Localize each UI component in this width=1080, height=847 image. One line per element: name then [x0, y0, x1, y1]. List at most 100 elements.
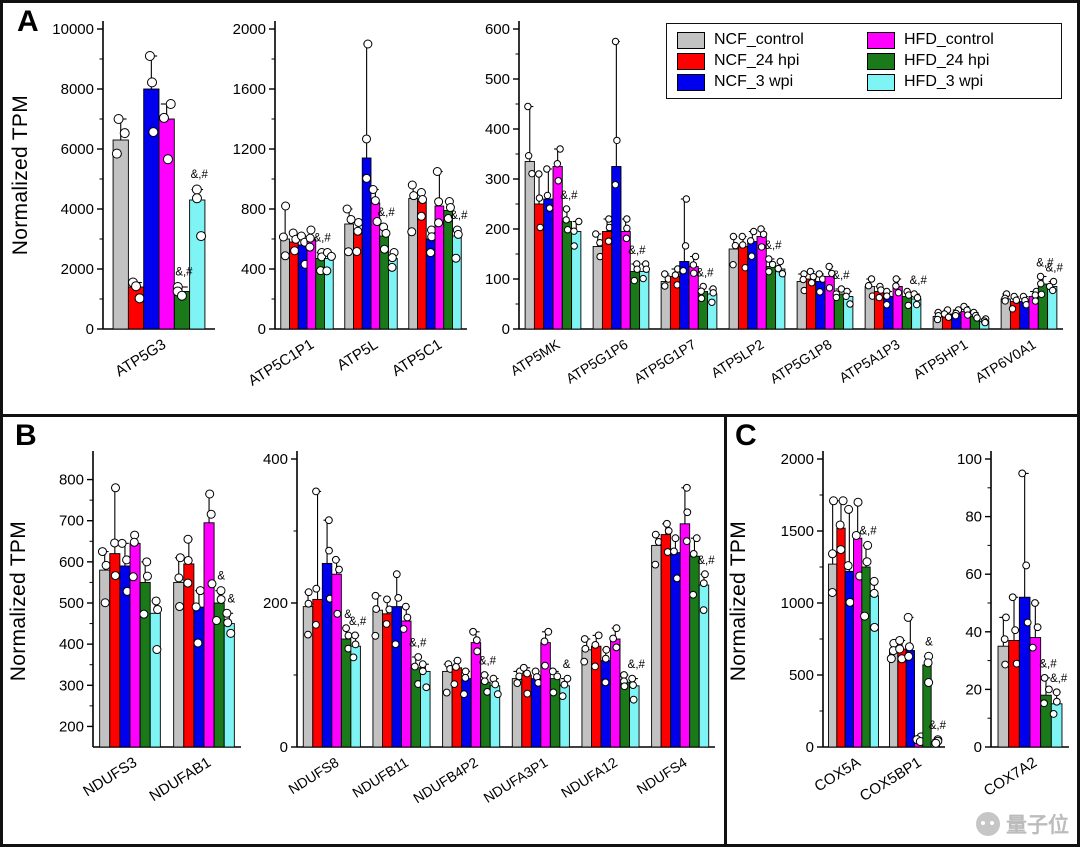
data-point: [346, 214, 356, 224]
chart-svg: 200 300 400 500 600 700 800 NDUFS3 NDUFAB1 &&: [59, 451, 241, 805]
watermark-text: 量子位: [1006, 814, 1069, 837]
data-point: [349, 653, 358, 662]
data-point: [838, 496, 848, 506]
category-label: NDUFS8: [285, 754, 341, 797]
data-point: [426, 248, 436, 258]
data-point: [591, 640, 600, 649]
data-point: [278, 232, 288, 242]
significance-annotation: &,#: [628, 245, 646, 257]
data-point: [611, 37, 620, 46]
data-point: [100, 598, 110, 608]
y-tick-label: 500: [485, 71, 510, 88]
data-point: [409, 191, 419, 201]
bar-hfd-control: [610, 638, 621, 748]
data-point: [153, 604, 163, 614]
data-point: [827, 549, 837, 559]
data-point: [461, 667, 470, 676]
data-point: [765, 267, 773, 276]
bar-hfd-24-hpi: [549, 678, 561, 748]
y-tick-label: 400: [263, 451, 288, 468]
data-point: [903, 612, 913, 622]
data-point: [401, 602, 410, 611]
bar-ncf-3-wpi: [193, 606, 205, 748]
y-tick-label: 0: [806, 739, 814, 756]
data-point: [842, 292, 850, 300]
legend-item-ncf-control: NCF_control: [677, 31, 861, 49]
legend-swatch: [867, 31, 895, 49]
data-point: [97, 547, 107, 557]
significance-annotation: &: [925, 636, 933, 648]
data-point: [682, 195, 691, 203]
bar-ncf-3-wpi: [143, 88, 160, 330]
data-point: [205, 489, 215, 499]
bar-ncf-24-hpi: [183, 563, 195, 748]
data-point: [142, 557, 152, 567]
data-point: [620, 682, 629, 691]
category-label: NDUFS4: [634, 754, 690, 797]
data-point: [1011, 626, 1020, 635]
data-point: [351, 631, 359, 640]
bar-hfd-24-hpi: [561, 221, 573, 330]
data-point: [162, 154, 173, 165]
data-point: [524, 152, 533, 160]
data-point: [342, 204, 352, 214]
data-point: [904, 651, 914, 661]
data-point: [623, 215, 631, 223]
data-point: [158, 112, 169, 123]
y-tick-label: 4000: [61, 201, 94, 218]
data-point: [460, 690, 468, 699]
bar-hfd-3-wpi: [223, 623, 235, 748]
y-tick-label: 100: [485, 271, 510, 288]
data-point: [553, 672, 562, 681]
data-point: [312, 620, 320, 629]
data-point: [691, 252, 700, 261]
data-point: [331, 555, 340, 564]
bar-ncf-24-hpi: [533, 203, 545, 330]
data-point: [450, 680, 459, 689]
bar-ncf-3-wpi: [611, 166, 622, 330]
bar-ncf-24-hpi: [601, 231, 613, 330]
data-point: [129, 537, 139, 547]
data-point: [113, 114, 124, 124]
data-point: [892, 282, 900, 290]
panel-b: B Normalized TPM 200 300 400 500 600 700 800 ND…: [3, 417, 727, 844]
data-point: [111, 483, 121, 493]
data-point: [682, 483, 691, 492]
data-point: [1000, 635, 1009, 644]
data-point: [904, 301, 913, 310]
data-point: [602, 645, 611, 654]
bar-ncf-3-wpi: [530, 678, 542, 748]
data-point: [371, 591, 380, 600]
y-tick-label: 100: [957, 451, 982, 468]
category-label: ATP5A1P3: [836, 336, 903, 386]
y-tick-label: 200: [485, 221, 510, 238]
data-point: [670, 547, 678, 556]
data-point: [335, 565, 343, 574]
data-point: [699, 579, 708, 588]
data-point: [877, 286, 885, 294]
legend-swatch: [867, 52, 895, 70]
significance-annotation: &,#: [313, 233, 331, 245]
y-tick-label: 400: [59, 636, 84, 653]
data-point: [519, 663, 528, 672]
data-point: [326, 251, 336, 261]
data-point: [472, 636, 481, 645]
legend-label: HFD_24 hpi: [904, 52, 990, 69]
bar-hfd-control: [1029, 637, 1042, 748]
y-tick-label: 1600: [233, 81, 266, 98]
data-point: [594, 631, 603, 640]
data-point: [407, 180, 417, 190]
chart-svg: 0 400 800 1200 1600 2000 ATP5C1P1 ATP5L ATP5C1 &,…: [233, 21, 468, 390]
data-point: [664, 526, 673, 535]
data-point: [432, 167, 442, 176]
data-point: [883, 300, 891, 309]
significance-annotation: &,#: [409, 638, 427, 650]
significance-annotation: &,#: [1036, 257, 1054, 269]
data-point: [870, 622, 880, 632]
data-point: [1036, 272, 1045, 281]
data-point: [445, 203, 455, 213]
data-point: [853, 497, 863, 507]
data-point: [312, 487, 320, 496]
data-point: [1052, 688, 1061, 697]
